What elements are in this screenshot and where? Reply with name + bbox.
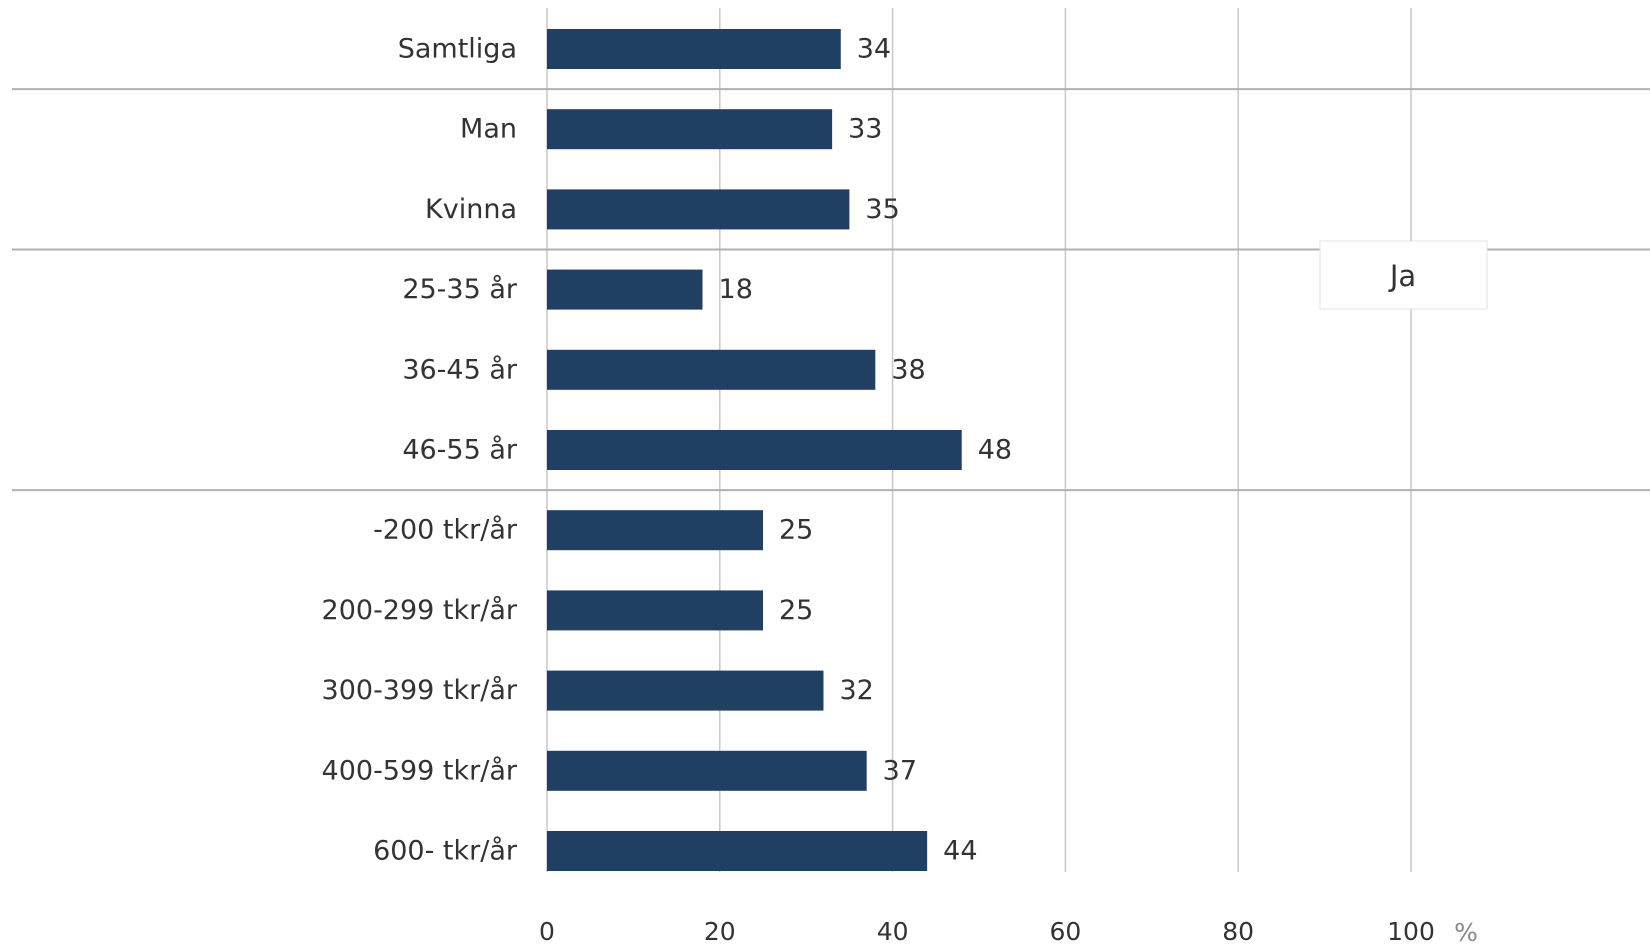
category-label: 36-45 år — [402, 354, 518, 385]
bar — [547, 109, 833, 150]
category-label: 46-55 år — [402, 435, 518, 466]
x-tick-label-40: 40 — [877, 917, 909, 945]
x-tick-label-0: 0 — [539, 917, 555, 945]
legend: Ja — [1319, 240, 1488, 310]
category-label: 600- tkr/år — [373, 836, 518, 867]
x-tick-label-80: 80 — [1222, 917, 1254, 945]
bar — [547, 670, 824, 711]
legend-entry-ja: Ja — [1388, 259, 1416, 293]
x-tick-label-20: 20 — [704, 917, 736, 945]
value-label: 25 — [779, 515, 813, 546]
bar — [547, 269, 703, 310]
bar — [547, 590, 763, 631]
category-labels: Samtliga Man Kvinna 25-35 år 36-45 år 46-55 å… — [322, 34, 518, 867]
bar — [547, 510, 763, 551]
bars — [547, 29, 962, 871]
category-label: 200-299 tkr/år — [322, 595, 518, 626]
value-label: 48 — [978, 435, 1012, 466]
x-axis-unit-label: % — [1454, 918, 1478, 945]
value-label: 33 — [848, 114, 882, 145]
bar — [547, 29, 841, 69]
category-label: Samtliga — [398, 34, 517, 65]
value-label: 35 — [865, 194, 899, 225]
legend-box — [1319, 240, 1488, 310]
value-labels: 34 33 35 18 38 48 25 25 32 37 44 — [719, 34, 1013, 867]
value-label: 18 — [719, 274, 753, 305]
bar — [547, 750, 867, 791]
value-label: 32 — [839, 675, 873, 706]
x-tick-label-100: 100 — [1387, 917, 1435, 945]
value-label: 34 — [857, 34, 891, 65]
category-label: Kvinna — [425, 194, 517, 225]
category-label: 25-35 år — [402, 274, 518, 305]
bar — [547, 189, 850, 230]
bar — [547, 831, 928, 871]
x-tick-label-60: 60 — [1049, 917, 1081, 945]
bar — [547, 430, 962, 470]
x-axis-ticks: 0 20 40 60 80 100 — [539, 917, 1435, 945]
value-label: 38 — [891, 354, 925, 385]
value-label: 44 — [943, 836, 977, 867]
category-label: Man — [460, 114, 517, 145]
category-label: 400-599 tkr/år — [322, 755, 518, 786]
value-label: 37 — [883, 755, 917, 786]
category-label: -200 tkr/år — [373, 515, 518, 546]
category-label: 300-399 tkr/år — [322, 675, 518, 706]
value-label: 25 — [779, 595, 813, 626]
bar — [547, 349, 876, 390]
